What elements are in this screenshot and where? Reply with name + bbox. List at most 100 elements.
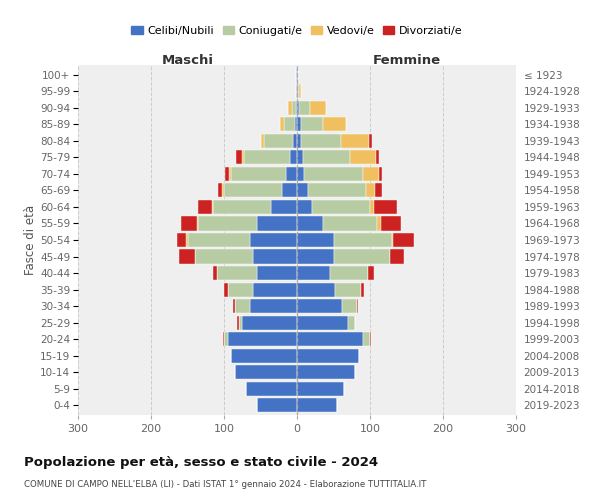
Bar xyxy=(297,398,337,412)
Bar xyxy=(297,250,334,264)
Bar xyxy=(330,266,368,280)
Bar xyxy=(297,382,344,396)
Bar xyxy=(361,282,364,296)
Bar xyxy=(374,200,397,214)
Bar xyxy=(283,184,297,198)
Bar xyxy=(303,150,350,164)
Y-axis label: Fasce di età: Fasce di età xyxy=(25,205,37,275)
Bar xyxy=(297,150,303,164)
Bar xyxy=(235,365,297,379)
Bar xyxy=(362,332,370,346)
Y-axis label: Anni di nascita: Anni di nascita xyxy=(597,196,600,284)
Bar xyxy=(227,282,253,296)
Bar xyxy=(298,84,299,98)
Bar xyxy=(229,167,232,181)
Bar xyxy=(260,134,264,148)
Bar xyxy=(271,200,297,214)
Bar xyxy=(379,167,382,181)
Bar xyxy=(297,332,362,346)
Bar xyxy=(370,332,371,346)
Bar xyxy=(222,184,224,198)
Bar xyxy=(297,216,323,230)
Bar xyxy=(381,216,401,230)
Bar xyxy=(297,134,301,148)
Bar xyxy=(301,134,341,148)
Bar xyxy=(257,398,297,412)
Bar xyxy=(368,266,374,280)
Bar xyxy=(297,68,298,82)
Bar xyxy=(242,316,297,330)
Bar xyxy=(226,167,229,181)
Bar xyxy=(310,101,326,115)
Bar xyxy=(297,348,359,362)
Bar xyxy=(187,233,250,247)
Bar xyxy=(233,299,235,313)
Bar xyxy=(227,332,297,346)
Bar xyxy=(250,299,297,313)
Bar xyxy=(297,84,298,98)
Text: COMUNE DI CAMPO NELL'ELBA (LI) - Dati ISTAT 1° gennaio 2024 - Elaborazione TUTTI: COMUNE DI CAMPO NELL'ELBA (LI) - Dati IS… xyxy=(24,480,427,489)
Bar xyxy=(179,250,195,264)
Bar xyxy=(376,150,379,164)
Bar xyxy=(297,266,330,280)
Bar xyxy=(181,216,197,230)
Bar xyxy=(199,200,212,214)
Bar xyxy=(297,365,355,379)
Bar xyxy=(377,216,381,230)
Bar xyxy=(246,382,297,396)
Bar xyxy=(290,150,297,164)
Bar xyxy=(236,150,242,164)
Text: Maschi: Maschi xyxy=(161,54,214,68)
Bar xyxy=(257,216,297,230)
Bar xyxy=(323,216,377,230)
Bar xyxy=(297,299,342,313)
Bar xyxy=(370,200,374,214)
Bar xyxy=(299,101,310,115)
Bar xyxy=(391,250,404,264)
Bar xyxy=(357,299,358,313)
Bar xyxy=(280,118,284,132)
Bar xyxy=(250,233,297,247)
Bar xyxy=(213,200,271,214)
Text: Popolazione per età, sesso e stato civile - 2024: Popolazione per età, sesso e stato civil… xyxy=(24,456,378,469)
Bar xyxy=(394,233,414,247)
Bar xyxy=(299,84,301,98)
Bar xyxy=(297,233,334,247)
Bar xyxy=(224,332,227,346)
Bar xyxy=(334,233,392,247)
Bar xyxy=(297,167,304,181)
Bar xyxy=(292,101,296,115)
Bar xyxy=(308,184,367,198)
Bar xyxy=(223,332,224,346)
Bar xyxy=(244,150,290,164)
Bar xyxy=(288,101,292,115)
Bar xyxy=(323,118,346,132)
Bar xyxy=(293,134,297,148)
Bar xyxy=(297,184,308,198)
Bar xyxy=(297,101,299,115)
Bar xyxy=(297,200,311,214)
Bar xyxy=(242,150,244,164)
Bar xyxy=(350,150,376,164)
Bar xyxy=(224,184,283,198)
Bar xyxy=(375,184,382,198)
Bar xyxy=(212,200,213,214)
Bar xyxy=(217,266,257,280)
Bar xyxy=(224,282,227,296)
Bar xyxy=(297,316,348,330)
Bar xyxy=(186,233,187,247)
Bar xyxy=(177,233,186,247)
Bar xyxy=(341,134,368,148)
Bar xyxy=(284,118,295,132)
Bar xyxy=(296,68,297,82)
Bar xyxy=(264,134,293,148)
Bar xyxy=(253,282,297,296)
Bar xyxy=(297,282,335,296)
Bar xyxy=(311,200,370,214)
Bar xyxy=(218,184,222,198)
Bar xyxy=(253,250,297,264)
Bar xyxy=(239,316,242,330)
Bar xyxy=(295,118,297,132)
Bar xyxy=(232,167,286,181)
Bar xyxy=(296,101,297,115)
